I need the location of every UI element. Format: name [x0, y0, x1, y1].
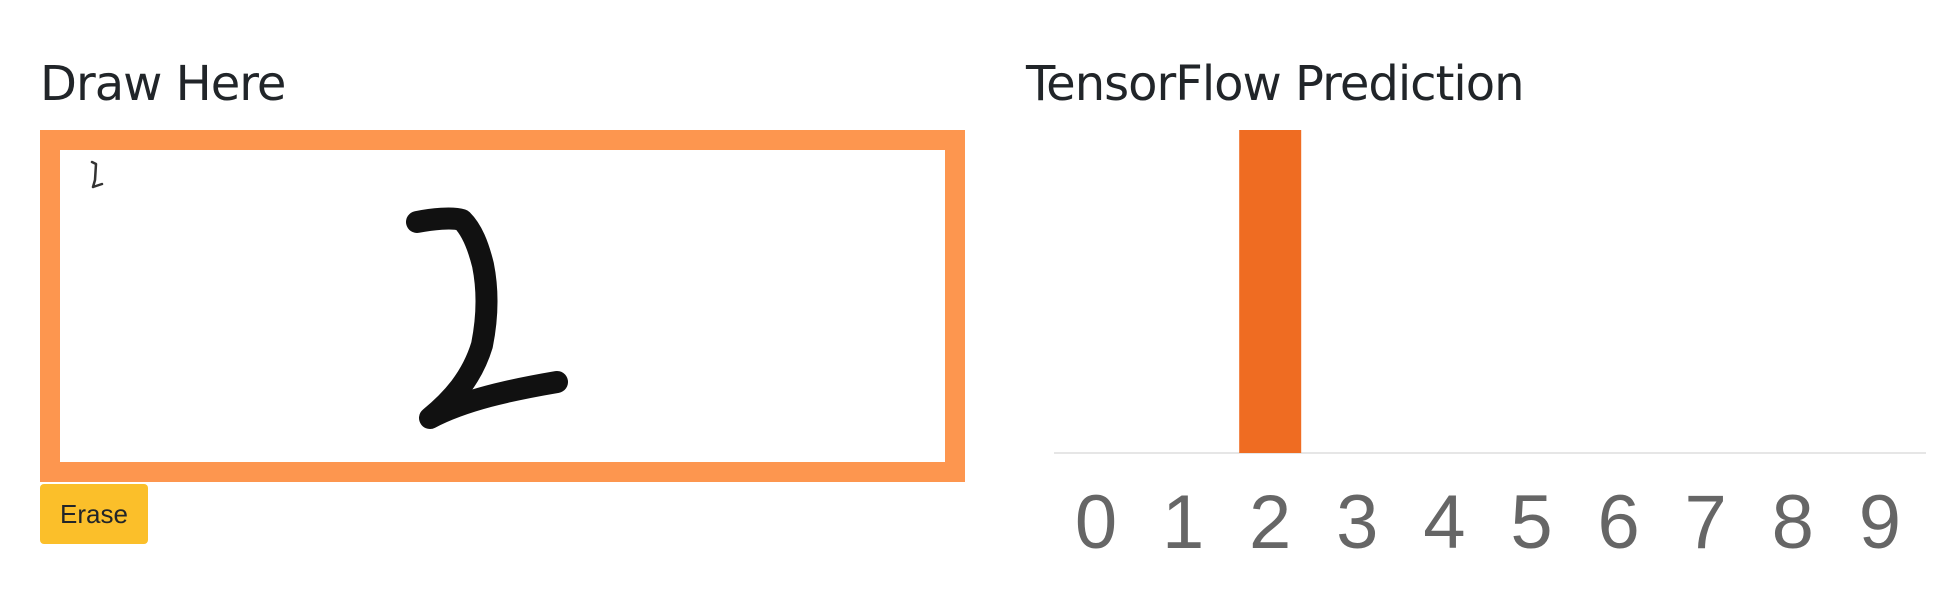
tick-label-3: 3 [1336, 480, 1378, 565]
tick-label-7: 7 [1685, 480, 1727, 565]
drawing-canvas[interactable] [40, 130, 965, 482]
prediction-bar-2 [1239, 130, 1302, 453]
tick-label-4: 4 [1423, 480, 1465, 565]
draw-here-heading: Draw Here [40, 56, 286, 112]
tick-label-9: 9 [1859, 480, 1901, 565]
tick-label-0: 0 [1075, 480, 1117, 565]
erase-button[interactable]: Erase [40, 484, 148, 544]
tick-label-6: 6 [1597, 480, 1639, 565]
tick-label-2: 2 [1249, 480, 1291, 565]
tick-label-1: 1 [1162, 480, 1204, 565]
drawing-strokes [90, 160, 568, 429]
prediction-heading: TensorFlow Prediction [1026, 56, 1525, 112]
tick-label-5: 5 [1510, 480, 1552, 565]
stray-mark-stroke [90, 160, 104, 189]
tick-label-8: 8 [1772, 480, 1814, 565]
digit-two-stroke [406, 207, 568, 429]
